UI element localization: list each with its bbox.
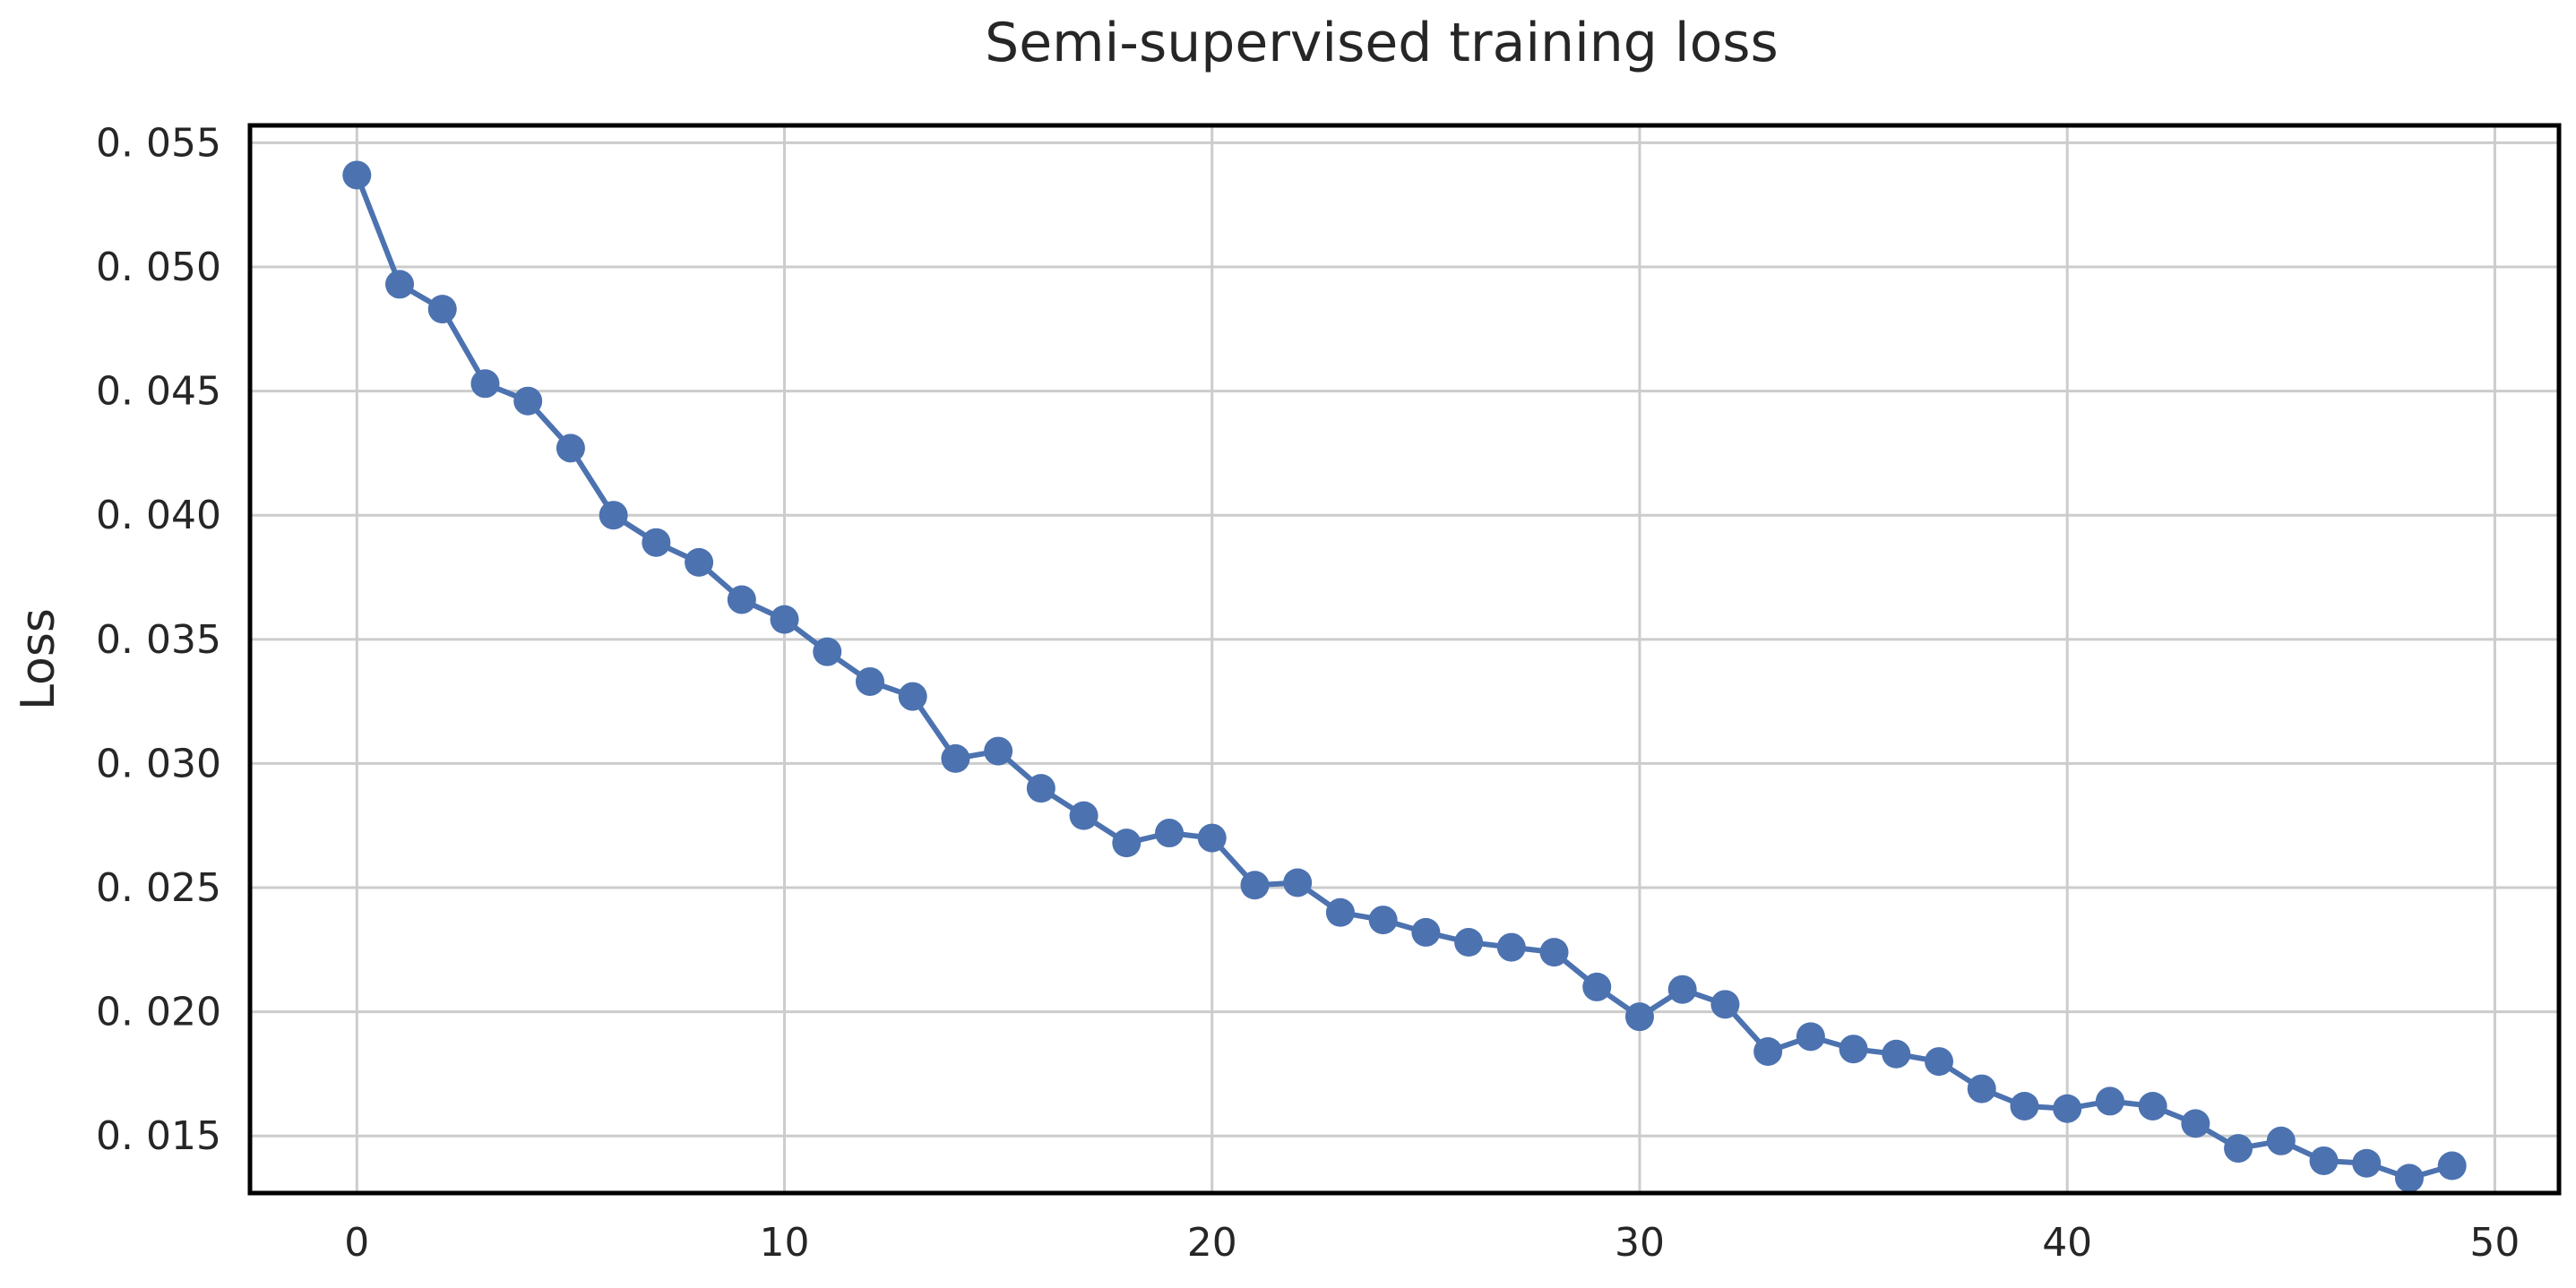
data-point xyxy=(855,666,884,696)
y-tick-label: 0. 030 xyxy=(96,741,221,786)
data-point xyxy=(599,501,628,530)
data-point xyxy=(1069,801,1098,830)
data-point xyxy=(2266,1126,2296,1155)
data-point xyxy=(1155,819,1185,848)
x-tick-label: 30 xyxy=(1615,1220,1665,1266)
data-point xyxy=(2309,1146,2339,1175)
data-point xyxy=(2394,1163,2424,1193)
data-point xyxy=(1325,897,1355,927)
data-point xyxy=(1240,871,1270,900)
loss-line xyxy=(354,174,2453,1181)
data-point xyxy=(941,743,970,773)
data-point xyxy=(1539,938,1569,967)
data-point xyxy=(2053,1094,2082,1123)
y-tick-label: 0. 050 xyxy=(96,245,221,290)
data-point xyxy=(685,547,714,577)
y-tick-label: 0. 035 xyxy=(96,617,221,663)
data-point xyxy=(727,585,756,614)
data-point xyxy=(1624,1002,1654,1032)
data-point xyxy=(2181,1109,2210,1138)
data-point xyxy=(2095,1086,2124,1116)
y-tick-label: 0. 025 xyxy=(96,865,221,911)
data-point xyxy=(1796,1022,1825,1052)
data-point xyxy=(1667,975,1697,1004)
data-point xyxy=(1496,932,1526,962)
data-point xyxy=(385,270,415,299)
x-tick-label: 0 xyxy=(344,1220,369,1266)
data-point xyxy=(1454,928,1484,957)
y-tick-label: 0. 015 xyxy=(96,1113,221,1159)
x-axis-ticks: 0 10 20 30 40 50 xyxy=(344,1220,2520,1266)
data-point xyxy=(1112,829,1142,858)
data-point xyxy=(1710,990,1740,1019)
y-tick-label: 0. 045 xyxy=(96,369,221,415)
data-point xyxy=(984,736,1013,766)
y-axis-ticks: 0. 015 0. 020 0. 025 0. 030 0. 035 0. 040 0. 0… xyxy=(96,120,221,1159)
data-point xyxy=(513,386,543,416)
y-axis-label: Loss xyxy=(12,608,65,710)
data-point xyxy=(642,528,671,557)
y-tick-label: 0. 020 xyxy=(96,990,221,1035)
data-point xyxy=(1197,823,1227,853)
data-point xyxy=(898,682,927,711)
data-point xyxy=(427,295,457,324)
grid xyxy=(250,125,2559,1193)
data-point xyxy=(1411,917,1441,947)
data-point xyxy=(1753,1036,1783,1066)
x-tick-label: 20 xyxy=(1187,1220,1237,1266)
data-point xyxy=(770,605,799,634)
data-point xyxy=(1967,1074,1996,1103)
data-point xyxy=(1582,972,1612,1001)
data-point xyxy=(813,637,842,666)
data-point xyxy=(2010,1091,2039,1121)
data-point xyxy=(1026,774,1055,803)
chart-title: Semi-supervised training loss xyxy=(985,12,1779,74)
data-point xyxy=(470,369,500,399)
data-point xyxy=(1925,1047,1954,1077)
x-tick-label: 10 xyxy=(760,1220,810,1266)
x-tick-label: 40 xyxy=(2042,1220,2092,1266)
data-point xyxy=(2437,1151,2467,1181)
data-point xyxy=(1882,1039,1911,1069)
x-tick-label: 50 xyxy=(2469,1220,2520,1266)
data-point xyxy=(2138,1091,2167,1121)
data-point xyxy=(1368,906,1398,935)
loss-series xyxy=(342,160,2467,1193)
data-point xyxy=(2224,1134,2253,1163)
y-tick-label: 0. 055 xyxy=(96,120,221,166)
data-point xyxy=(556,434,585,463)
data-point xyxy=(1839,1035,1868,1064)
data-point xyxy=(342,160,372,190)
plot-frame xyxy=(247,123,2562,1196)
y-tick-label: 0. 040 xyxy=(96,493,221,538)
data-point xyxy=(1283,868,1313,897)
data-point xyxy=(2352,1148,2382,1178)
